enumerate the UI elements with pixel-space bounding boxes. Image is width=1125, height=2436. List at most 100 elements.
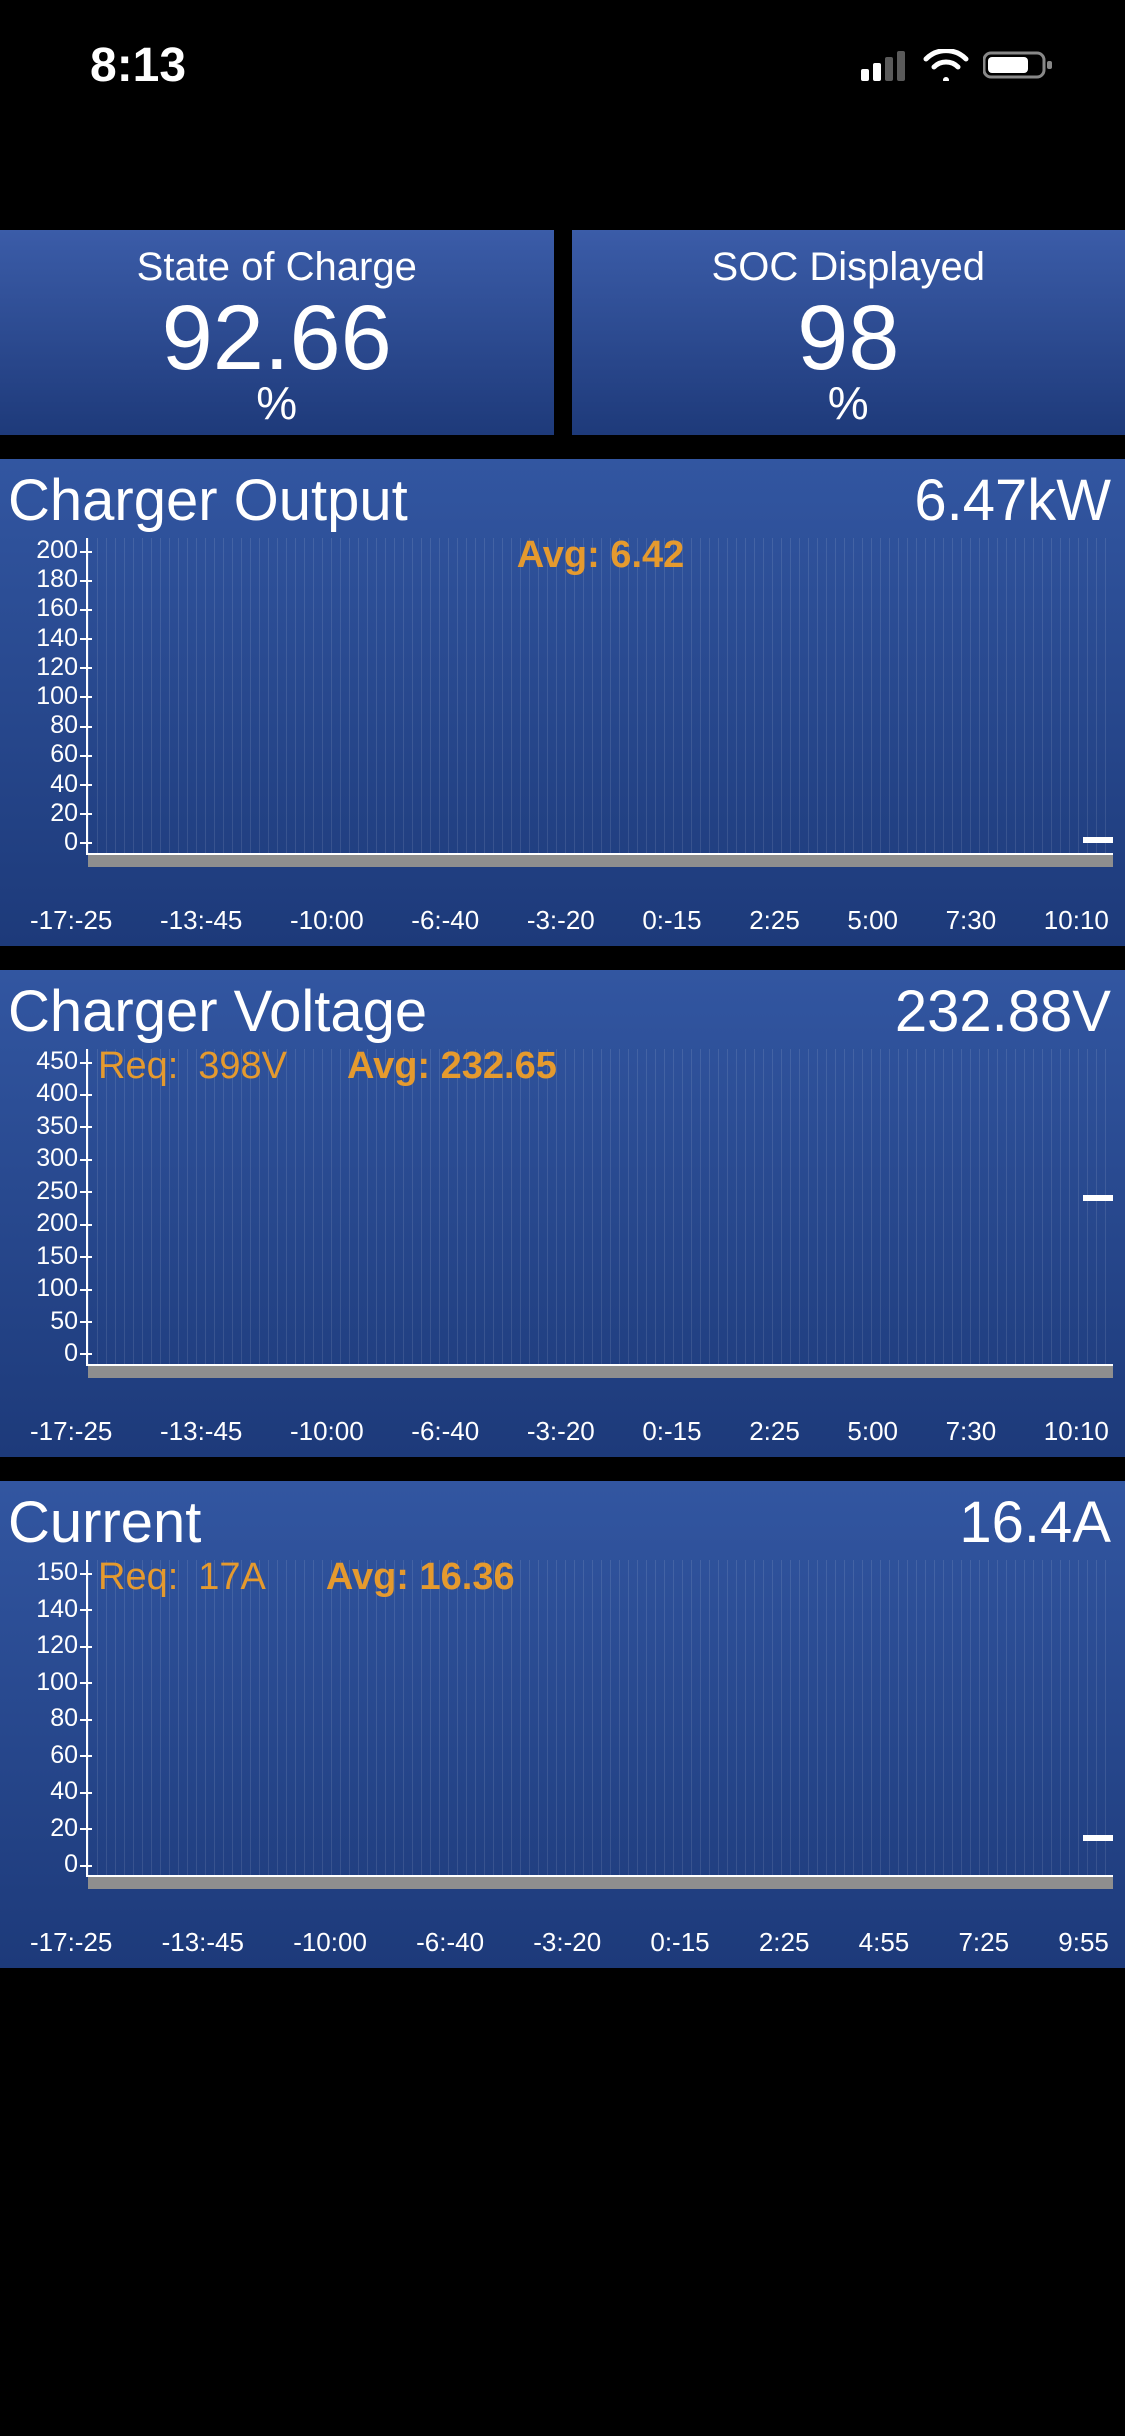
y-tick: 100 <box>36 1276 78 1301</box>
y-tick: 40 <box>50 1779 78 1804</box>
y-tick: 200 <box>36 1211 78 1236</box>
x-tick: 7:30 <box>946 905 997 936</box>
y-tick: 50 <box>50 1309 78 1334</box>
x-tick: 7:30 <box>946 1416 997 1447</box>
card-socdisp-title: SOC Displayed <box>712 245 985 290</box>
x-tick: 10:10 <box>1044 1416 1109 1447</box>
current-annotations: Req:17A Avg: 16.36 <box>98 1556 515 1599</box>
card-socdisp-value: 98 <box>797 292 899 384</box>
status-tray <box>861 49 1055 81</box>
x-tick: 4:55 <box>859 1927 910 1958</box>
x-tick: -10:00 <box>290 905 364 936</box>
voltage-annotations: Req: 398V Avg: 232.65 <box>98 1045 557 1088</box>
current-x-axis: -17:-25-13:-45-10:00-6:-40-3:-200:-152:2… <box>0 1905 1125 1958</box>
current-chart[interactable]: 0 20 40 60 80 100 120 140 150 Req:17A Avg: 16.36 <box>0 1560 1113 1905</box>
card-state-of-charge: State of Charge 92.66 % <box>0 230 554 435</box>
x-tick: 0:-15 <box>642 1416 701 1447</box>
card-soc-unit: % <box>256 380 297 426</box>
voltage-value: 232.88V <box>895 978 1111 1045</box>
wifi-icon <box>923 49 969 81</box>
x-tick: 0:-15 <box>642 905 701 936</box>
output-title: Charger Output <box>8 467 408 534</box>
y-tick: 300 <box>36 1146 78 1171</box>
y-tick: 160 <box>36 596 78 621</box>
x-tick: -3:-20 <box>533 1927 601 1958</box>
y-tick: 140 <box>36 626 78 651</box>
y-tick: 60 <box>50 1743 78 1768</box>
y-tick: 100 <box>36 1670 78 1695</box>
y-tick: 0 <box>64 830 78 855</box>
panel-current: Current 16.4A 0 20 40 60 80 100 120 140 150 Req:… <box>0 1481 1125 1968</box>
x-tick: -13:-45 <box>162 1927 244 1958</box>
y-tick: 140 <box>36 1597 78 1622</box>
output-live-tick <box>1083 837 1113 843</box>
card-soc-value: 92.66 <box>162 292 392 384</box>
voltage-chart[interactable]: 050100150200250300350400450 Req:398V Avg… <box>0 1049 1113 1394</box>
panel-charger-voltage: Charger Voltage 232.88V 0 50 100 150 200 250 3… <box>0 970 1125 1457</box>
y-tick: 150 <box>36 1560 78 1585</box>
y-tick: 80 <box>50 1706 78 1731</box>
output-plot-floor <box>88 855 1113 867</box>
current-req-value: 17A <box>198 1556 266 1598</box>
voltage-y-axis: 050100150200250300350400450 <box>0 1049 86 1366</box>
card-soc-title: State of Charge <box>137 245 417 290</box>
voltage-req-label: Req: <box>98 1045 178 1087</box>
x-tick: -3:-20 <box>527 905 595 936</box>
current-y-axis: 0 20 40 60 80 100 120 140 150 <box>0 1560 86 1877</box>
x-tick: 2:25 <box>759 1927 810 1958</box>
current-plot: Req:17A Avg: 16.36 <box>86 1560 1113 1877</box>
y-tick: 20 <box>50 801 78 826</box>
x-tick: 2:25 <box>749 1416 800 1447</box>
x-tick: -10:00 <box>290 1416 364 1447</box>
y-tick: 120 <box>36 1633 78 1658</box>
voltage-req-value: 398V <box>198 1045 287 1087</box>
y-tick: 120 <box>36 655 78 680</box>
x-tick: -17:-25 <box>30 1416 112 1447</box>
voltage-x-axis: -17:-25-13:-45-10:00-6:-40-3:-200:-152:2… <box>0 1394 1125 1447</box>
y-tick: 0 <box>64 1341 78 1366</box>
x-tick: -10:00 <box>293 1927 367 1958</box>
status-bar: 8:13 <box>0 0 1125 130</box>
output-y-axis: 020406080100120140160180200 <box>0 538 86 855</box>
x-tick: -6:-40 <box>411 905 479 936</box>
current-avg-label: Avg: 16.36 <box>326 1556 515 1599</box>
x-tick: -17:-25 <box>30 905 112 936</box>
voltage-title: Charger Voltage <box>8 978 427 1045</box>
voltage-avg-label: Avg: 232.65 <box>347 1045 557 1088</box>
cellular-icon <box>861 49 909 81</box>
output-chart[interactable]: 020406080100120140160180200 Avg: 6.42 <box>0 538 1113 883</box>
voltage-plot: Req:398V Avg: 232.65 <box>86 1049 1113 1366</box>
y-tick: 250 <box>36 1179 78 1204</box>
x-tick: -13:-45 <box>160 905 242 936</box>
y-tick: 150 <box>36 1244 78 1269</box>
status-time: 8:13 <box>90 38 186 93</box>
x-tick: 0:-15 <box>650 1927 709 1958</box>
current-value: 16.4A <box>959 1489 1111 1556</box>
panel-charger-output: Charger Output 6.47kW 020406080100120140… <box>0 459 1125 946</box>
summary-cards: State of Charge 92.66 % SOC Displayed 98… <box>0 230 1125 435</box>
current-title: Current <box>8 1489 201 1556</box>
x-tick: -17:-25 <box>30 1927 112 1958</box>
y-tick: 60 <box>50 742 78 767</box>
output-avg-label: Avg: 6.42 <box>517 534 685 577</box>
voltage-live-tick <box>1083 1195 1113 1201</box>
x-tick: 5:00 <box>847 1416 898 1447</box>
x-tick: 2:25 <box>749 905 800 936</box>
y-tick: 400 <box>36 1081 78 1106</box>
y-tick: 350 <box>36 1114 78 1139</box>
y-tick: 0 <box>64 1852 78 1877</box>
card-soc-displayed: SOC Displayed 98 % <box>572 230 1125 435</box>
x-tick: 9:55 <box>1058 1927 1109 1958</box>
output-value: 6.47kW <box>914 467 1111 534</box>
card-socdisp-unit: % <box>828 380 869 426</box>
x-tick: 10:10 <box>1044 905 1109 936</box>
x-tick: 5:00 <box>847 905 898 936</box>
output-plot: Avg: 6.42 <box>86 538 1113 855</box>
x-tick: 7:25 <box>958 1927 1009 1958</box>
y-tick: 80 <box>50 713 78 738</box>
current-plot-floor <box>88 1877 1113 1889</box>
output-x-axis: -17:-25 -13:-45 -10:00 -6:-40 -3:-20 0:-15 2:2… <box>0 883 1125 936</box>
x-tick: -6:-40 <box>411 1416 479 1447</box>
y-tick: 20 <box>50 1816 78 1841</box>
y-tick: 200 <box>36 538 78 563</box>
